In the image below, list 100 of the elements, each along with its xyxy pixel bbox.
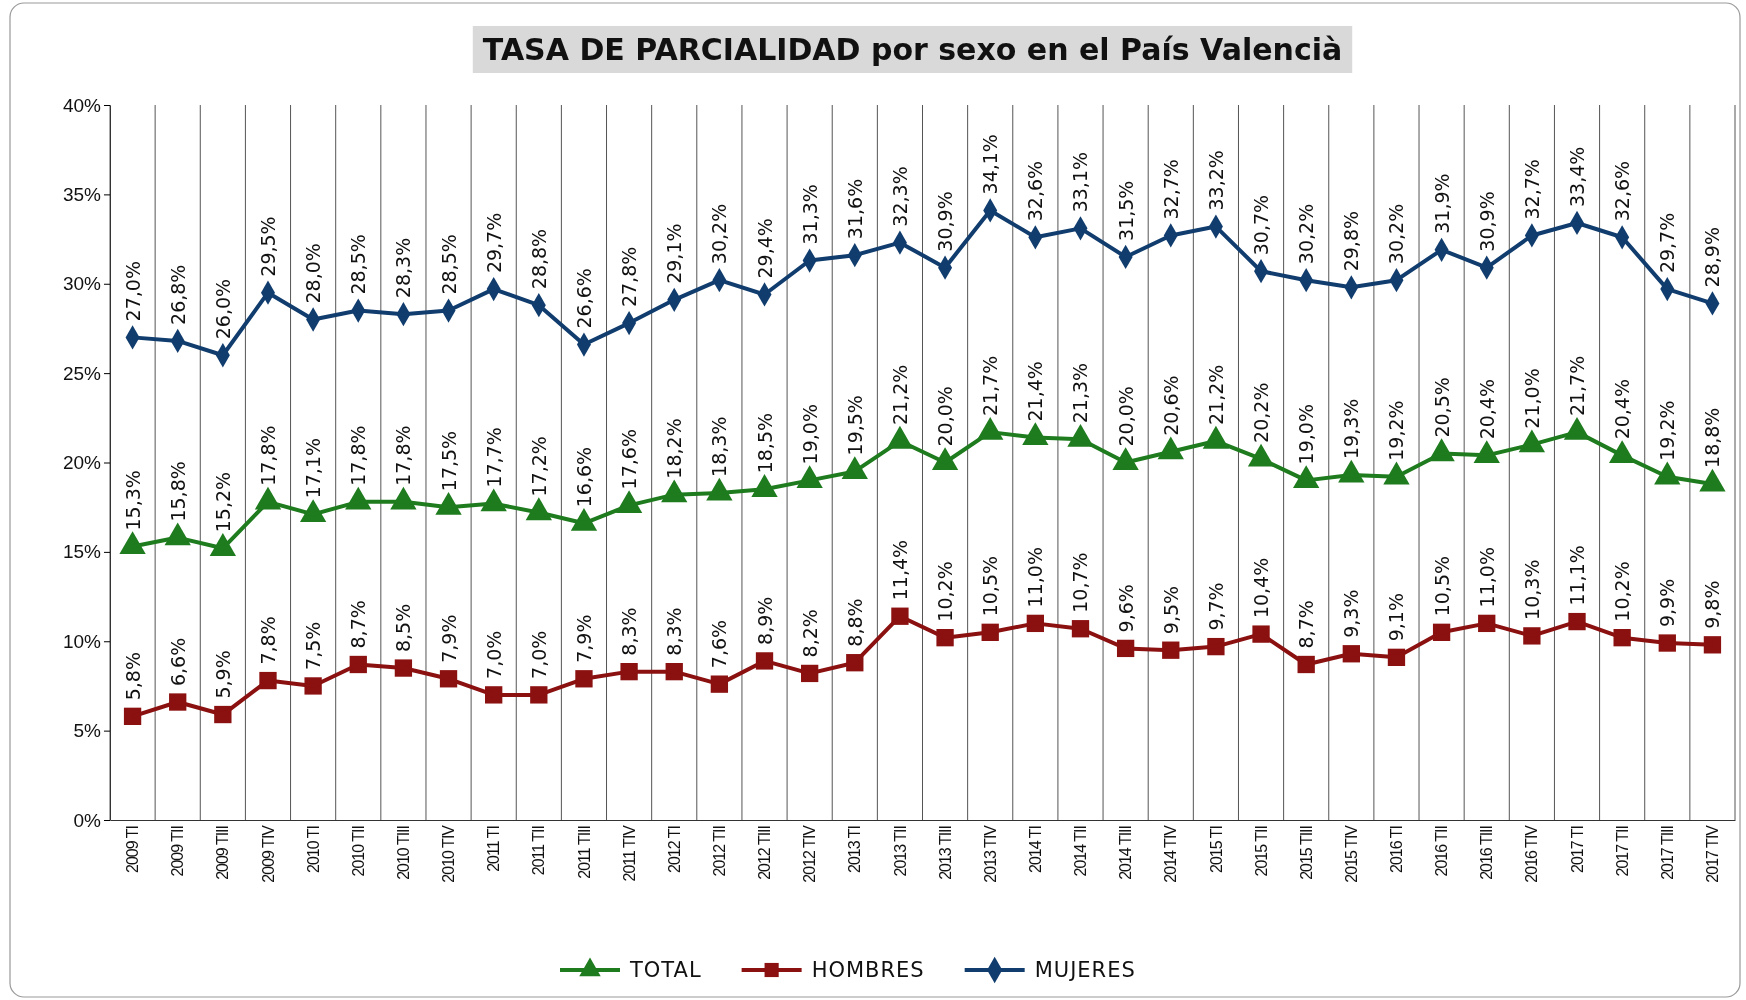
data-label: 8,3% [663,607,686,656]
data-label: 9,9% [1656,578,1679,628]
data-label: 5,8% [121,652,144,701]
data-label: 8,5% [392,603,415,653]
x-tick-label: 2016 TIII [1478,826,1496,880]
data-label: 26,8% [166,264,189,325]
y-tick-label: 5% [73,720,102,742]
x-tick-label: 2014 TIV [1162,824,1180,883]
x-tick-label: 2010 TI [304,826,322,873]
data-label: 19,0% [798,404,821,465]
data-label: 19,2% [1656,400,1679,461]
x-tick-label: 2015 TIV [1342,824,1360,883]
legend-label: TOTAL [629,958,702,982]
data-label: 21,0% [1520,368,1543,429]
data-label: 26,0% [211,278,234,340]
data-label: 29,7% [482,212,505,274]
data-label: 32,6% [1024,160,1047,222]
x-tick-label: 2016 TII [1433,826,1451,877]
x-tick-label: 2010 TIII [395,826,412,880]
x-tick-label: 2011 TIV [620,824,638,882]
data-label: 30,9% [1475,191,1498,252]
data-label: 30,2% [1295,203,1318,265]
data-label: 19,3% [1340,398,1363,460]
y-tick-label: 40% [62,94,102,116]
x-tick-label: 2012 TII [710,826,728,877]
data-label: 29,5% [256,216,279,277]
data-label: 28,9% [1701,227,1724,288]
data-label: 17,5% [437,430,460,492]
data-label: 19,0% [1295,404,1318,465]
data-label: 19,2% [1385,400,1408,461]
data-label: 28,0% [302,243,325,304]
data-label: 28,3% [392,237,415,299]
data-label: 18,3% [708,416,731,477]
data-label: 9,6% [1114,584,1137,633]
x-tick-label: 2014 TI [1026,826,1044,873]
data-label: 11,4% [888,539,911,601]
data-label: 10,5% [979,555,1002,617]
x-tick-label: 2012 TI [665,826,683,873]
data-label: 15,8% [166,461,189,522]
data-label: 10,5% [1430,555,1453,617]
data-label: 21,2% [888,364,911,426]
x-tick-label: 2014 TII [1072,826,1090,877]
data-label: 21,7% [1566,355,1589,417]
data-label: 20,4% [1475,378,1498,440]
data-label: 20,4% [1611,378,1634,440]
x-tick-label: 2010 TIV [440,824,458,883]
legend-label: MUJERES [1034,958,1136,982]
data-label: 17,6% [618,429,641,490]
data-label: 15,2% [211,471,234,533]
x-tick-label: 2011 TII [530,826,548,876]
y-tick-label: 15% [62,541,102,563]
data-label: 9,1% [1385,593,1408,642]
data-label: 8,7% [347,600,370,649]
data-label: 21,4% [1024,361,1047,422]
data-label: 6,6% [166,637,189,687]
data-label: 30,7% [1250,194,1273,256]
data-label: 33,1% [1069,151,1092,213]
data-label: 21,2% [1204,364,1227,426]
data-label: 11,1% [1566,545,1589,606]
x-tick-label: 2011 TIII [575,826,593,879]
data-label: 8,3% [618,607,641,656]
data-label: 10,2% [1611,561,1634,622]
data-label: 31,9% [1430,173,1453,234]
data-label: 21,3% [1069,362,1092,424]
data-label: 8,2% [798,609,821,658]
x-tick-label: 2013 TII [891,826,909,877]
y-tick-label: 20% [62,452,102,474]
x-tick-label: 2013 TIII [936,826,954,880]
data-label: 11,0% [1024,547,1047,608]
x-tick-label: 2010 TII [349,826,367,877]
data-label: 20,2% [1250,382,1273,443]
data-label: 7,6% [708,619,731,669]
data-label: 16,6% [572,446,595,508]
data-label: 31,5% [1114,180,1137,241]
data-label: 31,3% [798,184,821,245]
data-label: 9,7% [1204,582,1227,631]
data-label: 30,2% [708,203,731,265]
data-label: 17,1% [302,437,325,499]
x-tick-label: 2012 TIV [801,824,819,883]
data-label: 17,8% [347,425,370,486]
data-label: 29,7% [1656,212,1679,274]
data-label: 29,8% [1340,210,1363,272]
chart-title: TASA DE PARCIALIDAD por sexo en el País Valencià [482,32,1343,67]
x-tick-label: 2009 TIII [214,826,232,880]
x-tick-label: 2009 TII [169,826,187,877]
x-tick-label: 2015 TIII [1297,826,1315,880]
x-tick-label: 2014 TIII [1117,826,1135,880]
data-label: 11,0% [1475,547,1498,608]
x-tick-label: 2013 TI [846,826,864,873]
y-tick-label: 25% [62,362,102,384]
x-tick-label: 2013 TIV [981,824,999,883]
data-label: 5,9% [211,650,234,699]
data-label: 20,6% [1159,375,1182,436]
data-label: 15,3% [121,470,144,531]
y-tick-label: 30% [62,273,102,295]
data-label: 21,7% [979,355,1002,417]
data-label: 9,3% [1340,589,1363,638]
y-tick-label: 35% [62,183,102,205]
data-label: 17,8% [392,425,415,486]
data-label: 17,2% [527,436,550,497]
